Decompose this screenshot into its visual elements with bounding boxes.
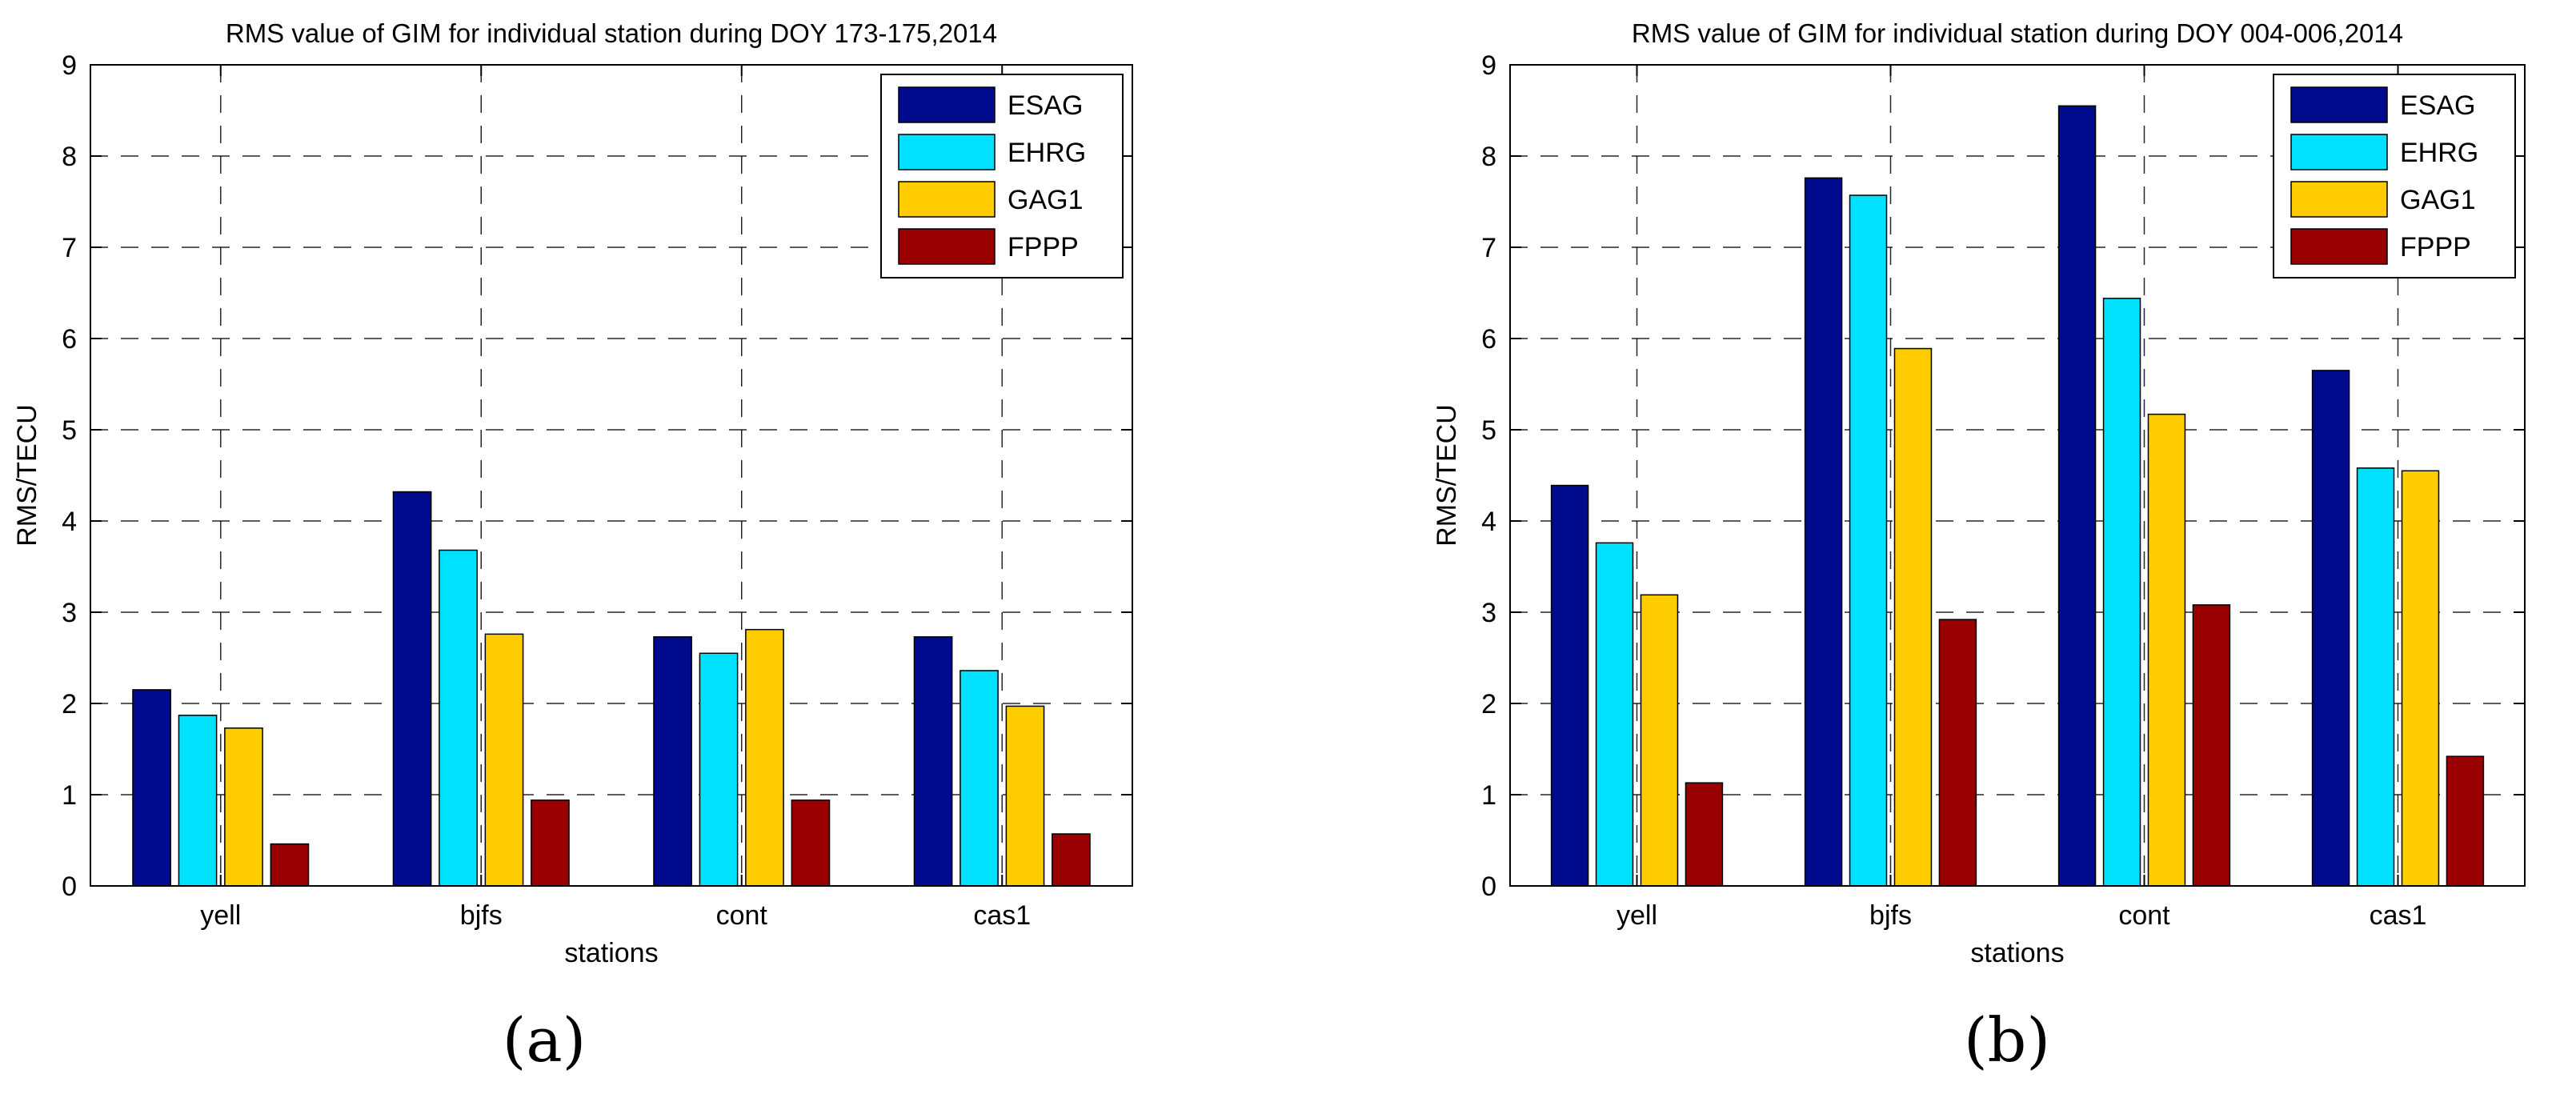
y-axis-label: RMS/TECU [12,404,42,547]
bar-esag-cas1 [2311,370,2350,887]
x-tick-label: yell [1617,900,1657,931]
x-tick-label: cont [2118,900,2170,931]
legend-label-fppp: FPPP [1008,232,1079,262]
legend-label-gag1: GAG1 [1008,185,1083,215]
y-tick-label: 2 [62,689,77,719]
y-tick-label: 4 [62,507,77,537]
panel-label-a: (a) [502,1004,587,1076]
chart-a: 0 1 2 3 4 5 6 7 8 9 yell bjfs cont cas1 RMS value of G… [12,18,1133,968]
bar-gag1-cas1 [1005,705,1045,887]
chart-title: RMS value of GIM for individual station … [226,18,997,48]
y-tick-label: 5 [1481,415,1496,446]
x-tick-label: cas1 [2370,900,2427,931]
bar-esag-cont [653,636,692,887]
bar-ehrg-bjfs [1849,194,1888,887]
bar-esag-cas1 [913,636,953,887]
y-tick-label: 1 [62,780,77,811]
bar-fppp-bjfs [1938,619,1977,887]
axes-frame [90,64,1133,887]
x-tick-label: bjfs [460,900,503,931]
bar-gag1-yell [224,727,263,887]
y-tick-label: 3 [62,598,77,628]
y-tick-label: 0 [1481,872,1496,902]
y-tick-label: 9 [1481,50,1496,81]
y-tick-label: 2 [1481,689,1496,719]
bar-ehrg-cont [699,652,739,887]
chart-title: RMS value of GIM for individual station … [1632,18,2403,48]
bar-gag1-cont [745,628,784,887]
bar-fppp-cas1 [1052,833,1091,887]
x-tick-label: yell [200,900,241,931]
bar-fppp-cas1 [2446,755,2485,887]
legend: ESAG EHRG GAG1 FPPP [2273,74,2516,279]
y-tick-label: 7 [1481,233,1496,263]
bar-fppp-cont [791,799,831,887]
y-tick-label: 8 [62,142,77,172]
bar-ehrg-yell [1595,542,1634,887]
bar-gag1-bjfs [484,633,524,887]
axes-frame [1509,64,2526,887]
legend-swatch-gag1 [2290,181,2388,218]
y-tick-label: 9 [62,50,77,81]
y-tick-label: 7 [62,233,77,263]
legend-label-ehrg: EHRG [1008,138,1086,168]
bar-gag1-cont [2147,413,2186,887]
bar-ehrg-cont [2102,298,2141,887]
y-tick-label: 5 [62,415,77,446]
y-tick-label: 6 [1481,324,1496,355]
bar-ehrg-yell [178,715,218,887]
legend-swatch-esag [898,86,996,123]
legend-label-ehrg: EHRG [2400,138,2478,168]
bar-gag1-cas1 [2401,470,2440,887]
x-tick-label: bjfs [1869,900,1912,931]
bar-gag1-yell [1640,594,1679,887]
bar-esag-yell [132,689,171,887]
bar-esag-bjfs [1804,177,1843,887]
x-axis-label: stations [1970,938,2064,968]
legend-swatch-ehrg [898,134,996,170]
chart-b: 0 1 2 3 4 5 6 7 8 9 yell bjfs cont cas1 RMS value of G… [1432,18,2526,968]
bar-esag-cont [2057,105,2097,887]
legend-swatch-ehrg [2290,134,2388,170]
legend-label-gag1: GAG1 [2400,185,2475,215]
bar-esag-yell [1550,484,1589,887]
bar-ehrg-cas1 [959,670,999,887]
x-axis-label: stations [564,938,658,968]
y-tick-label: 4 [1481,507,1496,537]
x-tick-label: cas1 [973,900,1031,931]
legend-swatch-gag1 [898,181,996,218]
x-tick-label: cont [716,900,768,931]
panel-label-b: (b) [1964,1004,2050,1076]
legend-swatch-fppp [2290,228,2388,265]
y-axis-label: RMS/TECU [1432,404,1462,547]
bar-gag1-bjfs [1893,347,1933,887]
y-tick-label: 3 [1481,598,1496,628]
y-tick-label: 6 [62,324,77,355]
legend-label-fppp: FPPP [2400,232,2471,262]
bar-fppp-yell [270,843,310,887]
bar-fppp-cont [2192,604,2231,887]
legend-label-esag: ESAG [1008,90,1083,121]
legend-label-esag: ESAG [2400,90,2475,121]
legend: ESAG EHRG GAG1 FPPP [880,74,1124,279]
legend-swatch-fppp [898,228,996,265]
bar-fppp-bjfs [531,799,570,887]
legend-swatch-esag [2290,86,2388,123]
bar-fppp-yell [1685,782,1724,887]
y-tick-label: 8 [1481,142,1496,172]
y-tick-label: 0 [62,872,77,902]
y-tick-label: 1 [1481,780,1496,811]
bar-esag-bjfs [392,491,432,887]
bar-ehrg-cas1 [2356,467,2395,887]
bar-ehrg-bjfs [439,549,478,887]
